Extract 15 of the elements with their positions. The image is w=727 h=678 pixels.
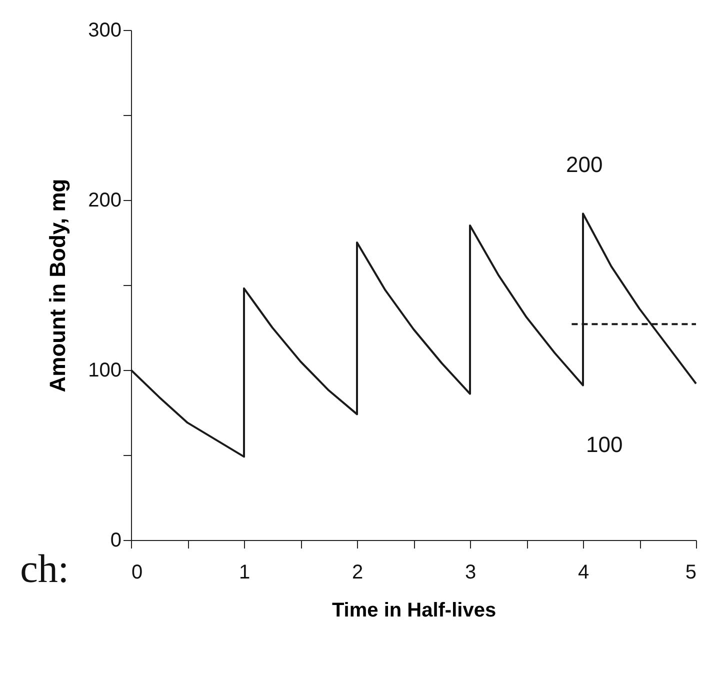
x-tick-label: 2 bbox=[352, 562, 364, 584]
annotation: 100 bbox=[586, 432, 623, 457]
x-tick-label: 1 bbox=[238, 562, 250, 584]
x-tick-label: 5 bbox=[685, 562, 696, 584]
y-tick-label: 300 bbox=[88, 20, 122, 42]
x-axis-title: Time in Half-lives bbox=[332, 600, 496, 622]
text: ch: bbox=[20, 546, 69, 591]
y-tick-label: 200 bbox=[88, 190, 122, 212]
y-axis-title: Amount in Body, mg bbox=[45, 178, 70, 392]
x-tick-label: 0 bbox=[132, 562, 143, 584]
y-tick-label: 100 bbox=[88, 360, 122, 382]
y-tick-label: 0 bbox=[110, 530, 122, 552]
x-tick-label: 4 bbox=[578, 562, 590, 584]
x-tick-label: 3 bbox=[464, 562, 476, 584]
annotation: 200 bbox=[566, 152, 603, 177]
